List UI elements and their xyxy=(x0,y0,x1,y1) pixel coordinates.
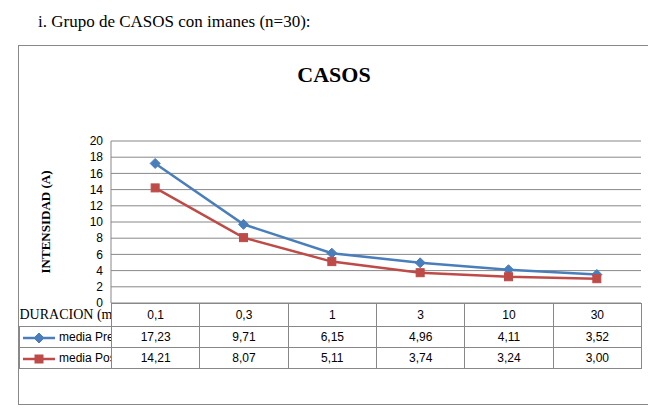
html-text:0,3: 0,3 xyxy=(235,308,253,322)
svg-text:2: 2 xyxy=(96,280,103,294)
svg-text:INTENSIDAD (A): INTENSIDAD (A) xyxy=(38,171,53,274)
svg-text:20: 20 xyxy=(90,134,104,148)
html-text:3: 3 xyxy=(417,308,424,322)
svg-text:8: 8 xyxy=(96,231,103,245)
html-text:1: 1 xyxy=(329,308,336,322)
svg-text:16: 16 xyxy=(90,167,104,181)
html-text:3,74: 3,74 xyxy=(409,351,433,365)
html-text:17,23: 17,23 xyxy=(140,330,171,344)
html-text:i. Grupo de CASOS con imanes (: i. Grupo de CASOS con imanes (n=30): xyxy=(38,12,311,31)
html-text:5,11: 5,11 xyxy=(321,351,344,365)
html-text:9,71: 9,71 xyxy=(232,330,256,344)
html-text:10: 10 xyxy=(502,308,516,322)
html-text:4,11: 4,11 xyxy=(497,330,521,344)
html-text:8,07: 8,07 xyxy=(232,351,256,365)
svg-text:4: 4 xyxy=(96,264,103,278)
html-text:3,52: 3,52 xyxy=(585,330,609,344)
svg-text:18: 18 xyxy=(90,150,104,164)
svg-text:12: 12 xyxy=(90,199,104,213)
svg-text:14: 14 xyxy=(90,183,104,197)
html-text:6,15: 6,15 xyxy=(320,330,344,344)
html-text:30: 30 xyxy=(590,308,604,322)
html-text:14,21: 14,21 xyxy=(140,351,171,365)
svg-text:6: 6 xyxy=(96,248,103,262)
svg-text:10: 10 xyxy=(90,215,104,229)
html-text:3,24: 3,24 xyxy=(497,351,521,365)
html-text:0,1: 0,1 xyxy=(147,308,164,322)
html-text:3,00: 3,00 xyxy=(585,351,609,365)
html-text:4,96: 4,96 xyxy=(409,330,433,344)
svg-text:0: 0 xyxy=(96,296,103,311)
html-text:CASOS: CASOS xyxy=(297,62,371,87)
